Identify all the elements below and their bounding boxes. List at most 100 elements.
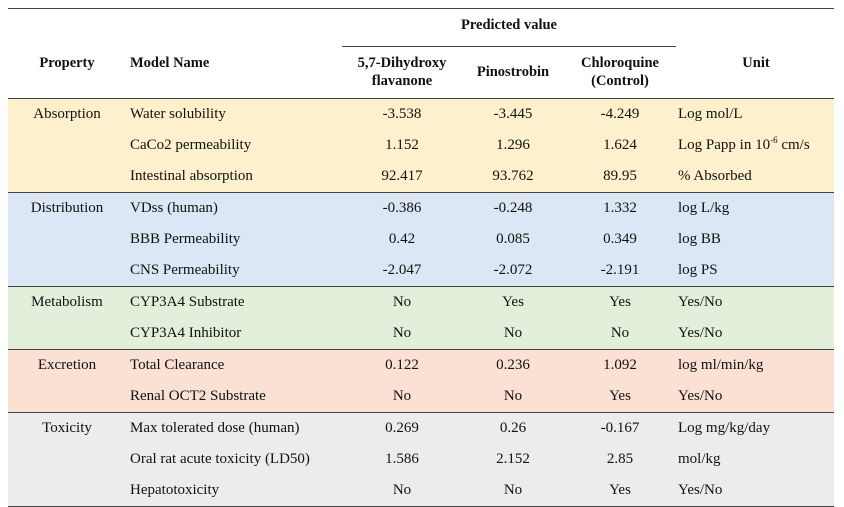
value-cell-compound-2: -2.072	[493, 262, 533, 278]
property-header: Property	[39, 55, 95, 71]
value-cell-compound-3: -2.191	[600, 262, 640, 278]
value-cell-compound-1: 1.152	[385, 137, 419, 153]
model-name-cell: CYP3A4 Substrate	[130, 294, 245, 310]
compound-1-header-line1: 5,7-Dihydroxy	[357, 55, 447, 71]
compound-1-header-line2: flavanone	[371, 73, 433, 89]
predicted-value-header: Predicted value	[461, 17, 557, 33]
model-name-cell: Renal OCT2 Substrate	[130, 388, 266, 404]
value-cell-compound-3: 1.092	[603, 357, 637, 373]
table-row: BBB Permeability 0.42 0.085 0.349 log BB	[8, 224, 834, 255]
unit-exponent: -6	[770, 135, 778, 145]
property-label: Excretion	[37, 357, 97, 373]
unit-cell: Yes/No	[678, 388, 723, 404]
value-cell-compound-3: 1.624	[603, 137, 637, 153]
group-band	[8, 287, 834, 349]
value-cell-compound-3: 0.349	[603, 231, 637, 247]
value-cell-compound-3: -0.167	[600, 420, 640, 436]
value-cell-compound-1: No	[392, 325, 412, 341]
value-cell-compound-1: 0.269	[385, 420, 419, 436]
model-name-cell: BBB Permeability	[130, 231, 241, 247]
unit-cell: log PS	[678, 262, 718, 278]
group-rule	[8, 286, 834, 287]
compound-3-header-line1: Chloroquine	[581, 55, 659, 71]
value-cell-compound-3: Yes	[609, 294, 631, 310]
table-row: Water solubility -3.538 -3.445 -4.249 Log mo…	[8, 99, 834, 130]
model-name-cell: CYP3A4 Inhibitor	[130, 325, 242, 341]
value-cell-compound-2: 2.152	[496, 451, 530, 467]
value-cell-compound-1: 92.417	[381, 168, 423, 184]
value-cell-compound-1: No	[392, 388, 412, 404]
group-rule	[8, 349, 834, 350]
value-cell-compound-2: -3.445	[493, 106, 533, 122]
compound-2-header: Pinostrobin	[476, 64, 550, 80]
value-cell-compound-3: 2.85	[606, 451, 634, 467]
value-cell-compound-1: 1.586	[385, 451, 419, 467]
property-label: Absorption	[33, 106, 101, 122]
group-band	[8, 413, 834, 506]
value-cell-compound-3: 89.95	[603, 168, 637, 184]
value-cell-compound-2: 0.26	[499, 420, 527, 436]
top-rule	[8, 8, 834, 9]
unit-cell: Yes/No	[678, 482, 723, 498]
model-name-cell: Hepatotoxicity	[130, 482, 220, 498]
table-row: Oral rat acute toxicity (LD50) 1.586 2.152…	[8, 444, 834, 475]
unit-cell: log BB	[678, 231, 721, 247]
compound-3-header: Chloroquine (Control)	[564, 54, 676, 90]
model-name-cell: Max tolerated dose (human)	[130, 420, 300, 436]
table-row: Max tolerated dose (human) 0.269 0.26 -0.16…	[8, 413, 834, 444]
value-cell-compound-1: -2.047	[382, 262, 422, 278]
table-row: CYP3A4 Inhibitor No No No Yes/No	[8, 318, 834, 349]
property-label: Toxicity	[42, 420, 92, 436]
compound-3-header-line2: (Control)	[591, 73, 649, 89]
group-band	[8, 193, 834, 286]
group-band	[8, 350, 834, 412]
value-cell-compound-2: Yes	[502, 294, 524, 310]
value-cell-compound-2: No	[503, 482, 523, 498]
table-row: Total Clearance 0.122 0.236 1.092 log ml/min…	[8, 350, 834, 381]
model-name-header: Model Name	[130, 55, 210, 71]
value-cell-compound-2: 0.085	[496, 231, 530, 247]
value-cell-compound-1: -0.386	[382, 200, 422, 216]
model-name-cell: CNS Permeability	[130, 262, 240, 278]
unit-cell: Yes/No	[678, 294, 723, 310]
model-name-cell: VDss (human)	[130, 200, 218, 216]
unit-cell: Yes/No	[678, 325, 723, 341]
value-cell-compound-1: 0.42	[388, 231, 416, 247]
value-cell-compound-1: No	[392, 482, 412, 498]
value-cell-compound-3: Yes	[609, 482, 631, 498]
table-row: CaCo2 permeability 1.152 1.296 1.624 Log Pap…	[8, 130, 834, 161]
group-rule	[8, 192, 834, 193]
compound-1-header: 5,7-Dihydroxy flavanone	[342, 54, 462, 90]
table-row: Hepatotoxicity No No Yes Yes/No	[8, 475, 834, 506]
value-cell-compound-3: -4.249	[600, 106, 640, 122]
unit-text: Log Papp in 10	[678, 137, 771, 153]
value-cell-compound-3: 1.332	[603, 200, 637, 216]
unit-text-suffix: cm/s	[777, 137, 810, 153]
group-band	[8, 99, 834, 192]
header-rule	[8, 98, 834, 99]
unit-cell: Log Papp in 10-6 cm/s	[678, 130, 810, 161]
unit-header: Unit	[742, 55, 770, 71]
model-name-cell: Oral rat acute toxicity (LD50)	[130, 451, 310, 467]
value-cell-compound-2: 0.236	[496, 357, 530, 373]
value-cell-compound-1: -3.538	[382, 106, 422, 122]
group-rule	[8, 412, 834, 413]
table-row: Renal OCT2 Substrate No No Yes Yes/No	[8, 381, 834, 412]
unit-cell: log L/kg	[678, 200, 730, 216]
value-cell-compound-2: -0.248	[493, 200, 533, 216]
value-cell-compound-1: 0.122	[385, 357, 419, 373]
table-row: CYP3A4 Substrate No Yes Yes Yes/No	[8, 287, 834, 318]
unit-cell: mol/kg	[678, 451, 721, 467]
table-row: CNS Permeability -2.047 -2.072 -2.191 log PS	[8, 255, 834, 286]
value-cell-compound-3: No	[610, 325, 630, 341]
property-label: Distribution	[30, 200, 104, 216]
value-cell-compound-3: Yes	[609, 388, 631, 404]
unit-cell: Log mol/L	[678, 106, 743, 122]
value-cell-compound-2: 93.762	[492, 168, 534, 184]
model-name-cell: Water solubility	[130, 106, 226, 122]
table-row: VDss (human) -0.386 -0.248 1.332 log L/kg	[8, 193, 834, 224]
property-label: Metabolism	[31, 294, 103, 310]
model-name-cell: Total Clearance	[130, 357, 225, 373]
predicted-value-rule	[342, 46, 676, 47]
table-row: Intestinal absorption 92.417 93.762 89.95 % …	[8, 161, 834, 192]
